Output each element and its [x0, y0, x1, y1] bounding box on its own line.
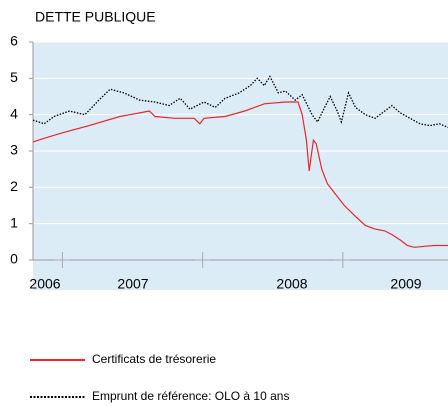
legend-label: Emprunt de référence: OLO à 10 ans [92, 389, 289, 403]
y-tick-label: 5 [10, 69, 18, 85]
series-line [32, 75, 448, 128]
x-label: 2007 [117, 276, 148, 292]
x-label: 2009 [390, 276, 421, 292]
plot-background [33, 42, 448, 290]
y-tick-label: 0 [10, 251, 18, 267]
x-label: 2008 [276, 276, 307, 292]
y-tick-label: 6 [10, 33, 18, 49]
x-label: 2006 [29, 276, 60, 292]
y-tick-label: 1 [10, 214, 18, 230]
series-line [32, 101, 448, 248]
legend-label: Certificats de trésorerie [92, 352, 216, 366]
y-tick-label: 3 [10, 142, 18, 158]
chart-title: DETTE PUBLIQUE [35, 9, 156, 25]
y-tick-label: 4 [10, 105, 18, 121]
y-tick-label: 2 [10, 178, 18, 194]
